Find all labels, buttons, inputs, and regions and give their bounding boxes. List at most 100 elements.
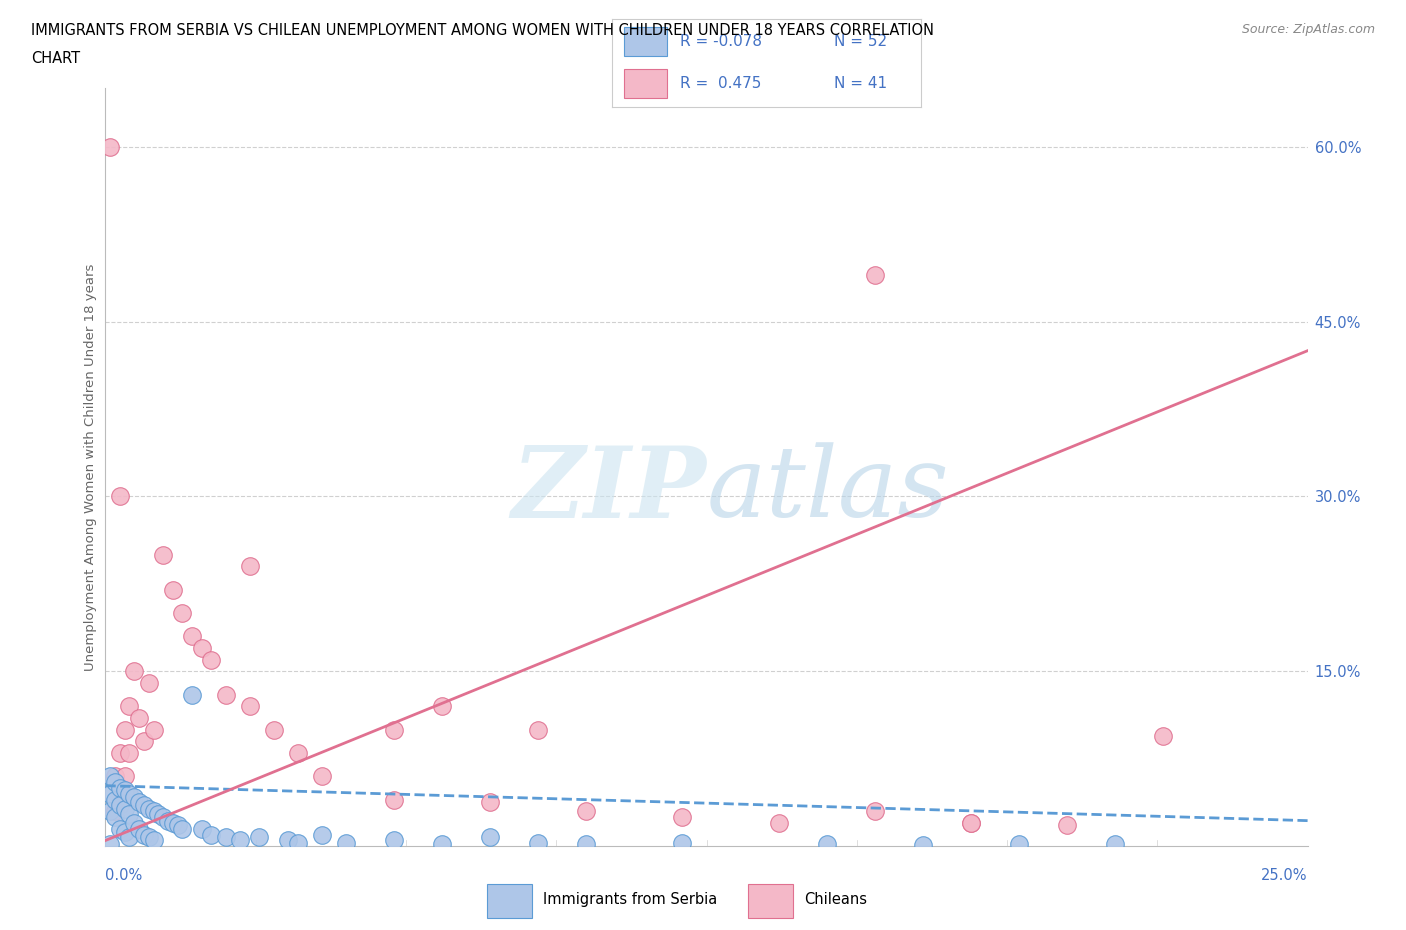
Point	[128, 794, 150, 809]
Point	[1104, 836, 1126, 851]
Point	[527, 723, 550, 737]
Point	[124, 816, 146, 830]
Point	[114, 825, 136, 840]
Point	[108, 780, 131, 795]
Point	[863, 804, 886, 818]
Point	[108, 798, 131, 813]
Point	[239, 699, 262, 714]
Point	[114, 802, 136, 817]
Text: R = -0.078: R = -0.078	[679, 33, 762, 48]
Point	[382, 833, 405, 848]
Point	[575, 836, 598, 851]
Point	[214, 687, 236, 702]
Point	[104, 810, 127, 825]
Point	[162, 582, 184, 597]
Point	[128, 821, 150, 836]
Point	[138, 675, 160, 690]
Point	[1152, 728, 1174, 743]
Y-axis label: Unemployment Among Women with Children Under 18 years: Unemployment Among Women with Children U…	[84, 263, 97, 671]
Point	[118, 699, 141, 714]
Point	[118, 830, 141, 844]
Point	[132, 798, 155, 813]
Point	[181, 687, 204, 702]
Point	[671, 835, 693, 850]
Point	[166, 817, 188, 832]
Point	[132, 734, 155, 749]
Point	[156, 813, 179, 828]
Point	[124, 664, 146, 679]
Text: 0.0%: 0.0%	[105, 868, 142, 883]
Point	[114, 769, 136, 784]
Point	[382, 723, 405, 737]
FancyBboxPatch shape	[624, 69, 668, 99]
Point	[142, 833, 165, 848]
FancyBboxPatch shape	[486, 884, 531, 918]
Point	[118, 806, 141, 821]
Point	[108, 787, 131, 802]
Point	[114, 723, 136, 737]
Point	[181, 629, 204, 644]
Point	[190, 641, 212, 656]
Point	[768, 816, 790, 830]
Text: R =  0.475: R = 0.475	[679, 75, 761, 90]
Point	[1056, 817, 1078, 832]
Point	[1008, 836, 1031, 851]
Text: N = 41: N = 41	[834, 75, 887, 90]
Point	[132, 827, 155, 842]
Point	[863, 268, 886, 283]
Point	[108, 489, 131, 504]
Point	[108, 821, 131, 836]
Point	[815, 836, 838, 851]
Text: Immigrants from Serbia: Immigrants from Serbia	[543, 892, 717, 908]
Point	[104, 769, 127, 784]
Point	[430, 699, 453, 714]
Text: Source: ZipAtlas.com: Source: ZipAtlas.com	[1241, 23, 1375, 36]
Point	[98, 804, 121, 818]
Point	[277, 833, 299, 848]
Point	[152, 548, 174, 563]
Point	[118, 746, 141, 761]
Text: CHART: CHART	[31, 51, 80, 66]
Point	[104, 792, 127, 807]
Point	[430, 836, 453, 851]
Point	[335, 835, 357, 850]
Text: atlas: atlas	[707, 443, 949, 538]
Point	[239, 559, 262, 574]
Point	[142, 804, 165, 818]
Point	[152, 810, 174, 825]
Point	[479, 794, 502, 809]
Text: 25.0%: 25.0%	[1261, 868, 1308, 883]
Point	[172, 821, 194, 836]
Point	[124, 790, 146, 804]
Point	[960, 816, 983, 830]
Point	[229, 833, 252, 848]
Point	[671, 810, 693, 825]
Text: Chileans: Chileans	[804, 892, 868, 908]
Point	[479, 830, 502, 844]
Point	[98, 787, 121, 802]
Point	[104, 775, 127, 790]
Text: IMMIGRANTS FROM SERBIA VS CHILEAN UNEMPLOYMENT AMONG WOMEN WITH CHILDREN UNDER 1: IMMIGRANTS FROM SERBIA VS CHILEAN UNEMPL…	[31, 23, 934, 38]
Point	[172, 605, 194, 620]
Point	[960, 816, 983, 830]
Point	[138, 830, 160, 844]
Point	[190, 821, 212, 836]
Point	[142, 723, 165, 737]
Point	[98, 836, 121, 851]
Point	[527, 835, 550, 850]
Point	[138, 802, 160, 817]
Text: ZIP: ZIP	[512, 442, 707, 538]
Point	[575, 804, 598, 818]
Point	[108, 746, 131, 761]
Point	[287, 746, 309, 761]
Point	[214, 830, 236, 844]
FancyBboxPatch shape	[624, 27, 668, 56]
Point	[104, 804, 127, 818]
Point	[114, 783, 136, 798]
Text: N = 52: N = 52	[834, 33, 887, 48]
Point	[247, 830, 270, 844]
Point	[98, 769, 121, 784]
FancyBboxPatch shape	[748, 884, 793, 918]
Point	[98, 140, 121, 154]
Point	[148, 806, 170, 821]
